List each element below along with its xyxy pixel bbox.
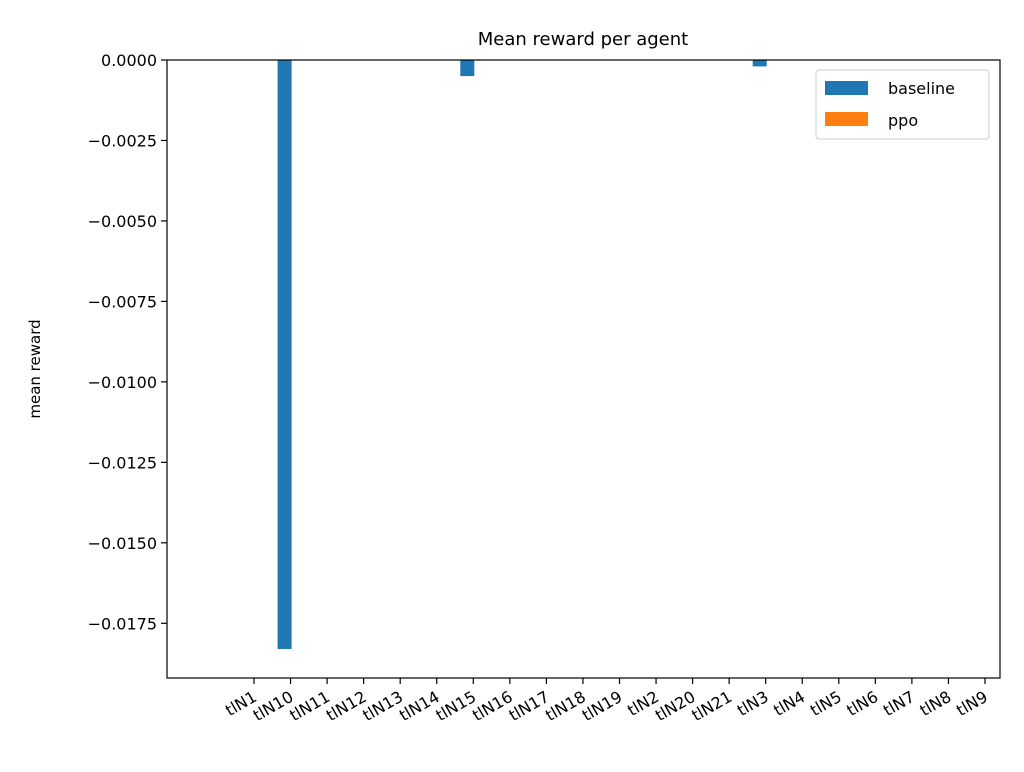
legend-label-baseline: baseline xyxy=(888,79,955,98)
x-tick-label-tlN8: tlN8 xyxy=(916,687,954,720)
x-axis: tlN1tlN10tlN11tlN12tlN13tlN14tlN15tlN16t… xyxy=(222,678,991,725)
y-tick-label: −0.0150 xyxy=(88,534,157,553)
x-tick-label-tlN9: tlN9 xyxy=(953,687,991,720)
legend-swatch-baseline xyxy=(825,81,868,95)
y-axis-label: mean reward xyxy=(26,319,44,418)
x-tick-label-tlN19: tlN19 xyxy=(579,687,626,725)
y-tick-label: 0.0000 xyxy=(101,51,157,70)
chart-title: Mean reward per agent xyxy=(478,29,688,50)
plot-frame xyxy=(166,59,1001,679)
y-tick-label: −0.0175 xyxy=(88,614,157,633)
bar-baseline-tlN15 xyxy=(460,60,475,77)
x-tick-label-tlN6: tlN6 xyxy=(843,687,881,720)
legend-label-ppo: ppo xyxy=(888,111,918,130)
y-axis: 0.0000 −0.0025 −0.0050 −0.0075 −0.0100 −0.012… xyxy=(88,51,167,633)
y-tick-label: −0.0025 xyxy=(88,131,157,150)
bars-layer xyxy=(277,60,767,649)
x-tick-label-tlN21: tlN21 xyxy=(688,687,735,725)
y-tick-label: −0.0125 xyxy=(88,453,157,472)
y-tick-label: −0.0075 xyxy=(88,292,157,311)
bar-baseline-tlN10 xyxy=(277,60,292,649)
x-tick-label-tlN3: tlN3 xyxy=(734,687,772,720)
x-tick-label-tlN5: tlN5 xyxy=(807,687,845,720)
legend-swatch-ppo xyxy=(825,112,868,126)
bar-baseline-tlN3 xyxy=(752,60,767,67)
x-tick-label-tlN4: tlN4 xyxy=(770,687,808,720)
legend: baseline ppo xyxy=(815,69,990,140)
x-tick-label-tlN7: tlN7 xyxy=(880,687,918,720)
y-tick-label: −0.0050 xyxy=(88,212,157,231)
y-tick-label: −0.0100 xyxy=(88,373,157,392)
